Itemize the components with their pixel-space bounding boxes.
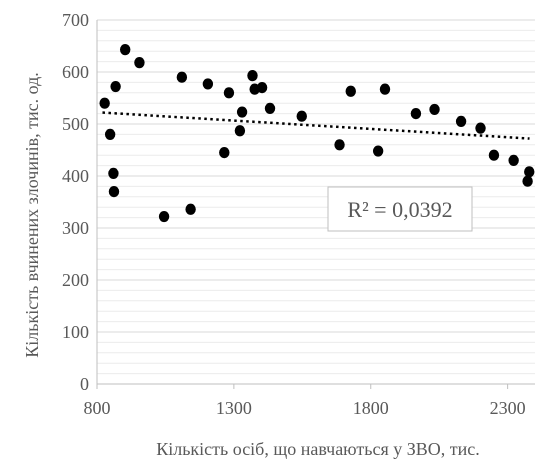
data-point [296, 110, 307, 122]
x-tick-labels: 800 1300 1800 2300 [84, 398, 526, 418]
y-tick-label: 700 [62, 10, 89, 30]
y-tick-label: 0 [80, 374, 89, 394]
data-point [247, 70, 258, 82]
y-tick-labels: 0 100 200 300 400 500 600 700 [62, 10, 89, 394]
data-point [508, 154, 519, 166]
y-tick-label: 200 [62, 270, 89, 290]
data-point [256, 82, 268, 94]
x-tick-label: 2300 [490, 398, 526, 418]
data-point [379, 83, 391, 95]
data-point [522, 175, 533, 187]
y-tick-label: 400 [62, 166, 89, 186]
gridlines [97, 19, 535, 385]
y-tick-label: 500 [62, 114, 89, 134]
y-axis-title: Кількість вчинених злочинів, тис. од. [22, 72, 42, 357]
data-point [108, 186, 120, 198]
data-point [202, 78, 214, 90]
data-point [234, 125, 246, 137]
data-point [185, 203, 196, 215]
data-point [334, 139, 345, 151]
data-point [219, 147, 230, 159]
data-points [99, 44, 535, 223]
data-point [372, 145, 384, 157]
x-tick-label: 800 [84, 398, 111, 418]
x-axis-title: Кількість осіб, що навчаються у ЗВО, тис… [156, 439, 480, 459]
data-point [110, 80, 121, 93]
data-point [455, 115, 467, 127]
y-tick-label: 100 [62, 322, 89, 342]
data-point [176, 71, 188, 83]
data-point [223, 87, 235, 99]
data-point [108, 167, 119, 179]
data-point [264, 102, 276, 114]
data-point [488, 149, 500, 161]
r2-box [327, 186, 473, 232]
y-tick-label: 600 [62, 62, 89, 82]
data-point [475, 122, 486, 134]
axes [96, 20, 535, 389]
y-tick-label: 300 [62, 218, 89, 238]
data-point [429, 103, 440, 116]
data-point [524, 166, 535, 178]
data-point [158, 210, 170, 223]
data-point [345, 85, 356, 97]
data-point [104, 128, 116, 140]
x-tick-label: 1800 [353, 398, 389, 418]
data-point [236, 106, 248, 118]
data-point [410, 108, 422, 120]
x-tick-label: 1300 [216, 398, 252, 418]
r2-label: R² = 0,0392 [347, 197, 452, 222]
data-point [119, 44, 131, 56]
data-point [99, 97, 110, 109]
data-point [134, 57, 145, 69]
r2-annotation: R² = 0,0392 [327, 186, 473, 232]
